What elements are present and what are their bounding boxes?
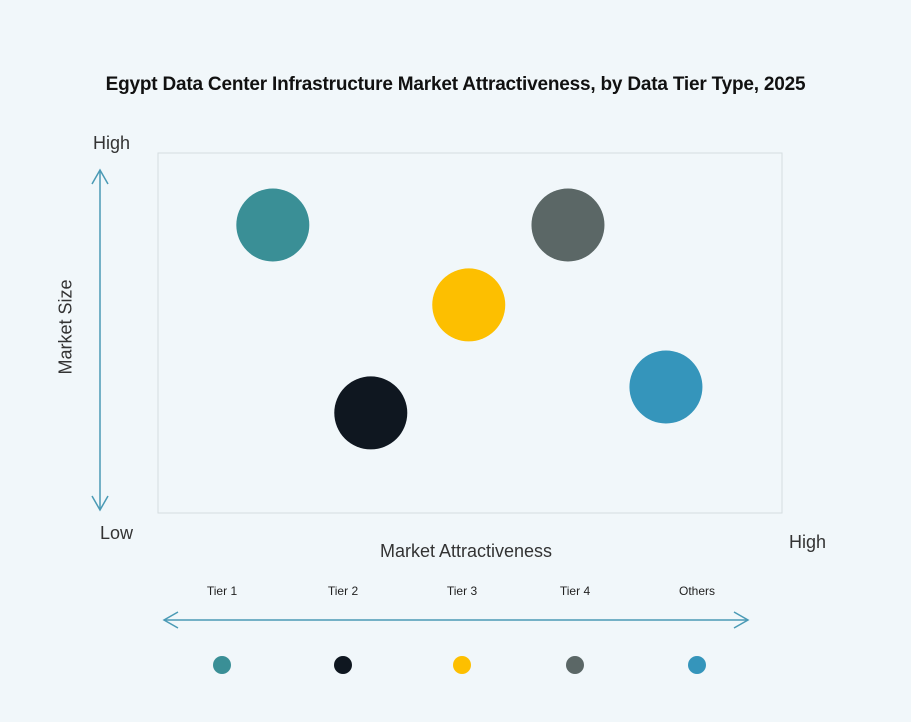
- chart-title: Egypt Data Center Infrastructure Market …: [105, 74, 806, 95]
- legend-marker-tier-1: [213, 656, 231, 674]
- legend-label-tier-1: Tier 1: [206, 584, 238, 598]
- bubble-tier-1: [236, 188, 310, 262]
- y-low-label: Low: [100, 523, 134, 543]
- bubble-tier-4: [531, 188, 605, 262]
- legend-marker-tier-3: [453, 656, 471, 674]
- bubble-tier-2: [334, 376, 408, 450]
- legend-marker-tier-4: [566, 656, 584, 674]
- legend-label-tier-2: Tier 2: [327, 584, 359, 598]
- legend-label-tier-4: Tier 4: [559, 584, 591, 598]
- y-high-label: High: [93, 133, 131, 153]
- plot-frame: [157, 152, 783, 514]
- legend-label-tier-3: Tier 3: [446, 584, 478, 598]
- x-high-label: High: [789, 532, 827, 552]
- legend-arrow: [162, 611, 750, 629]
- bubble-others: [629, 350, 703, 424]
- y-axis-arrow: [91, 168, 109, 512]
- bubble-tier-3: [432, 268, 506, 342]
- legend-marker-tier-2: [334, 656, 352, 674]
- legend-marker-others: [688, 656, 706, 674]
- x-axis-label: Market Attractiveness: [379, 541, 553, 561]
- legend-label-others: Others: [678, 584, 716, 598]
